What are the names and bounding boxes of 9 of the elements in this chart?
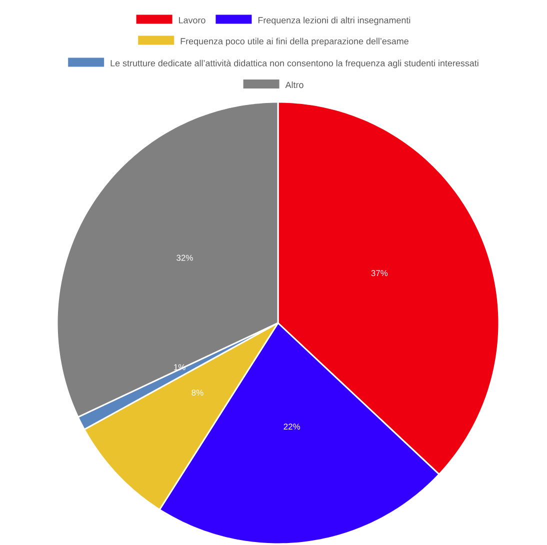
data-label: 22% (284, 424, 300, 430)
legend-label: Frequenza lezioni di altri insegnamenti (258, 16, 410, 26)
legend-label: Altro (285, 82, 304, 88)
legend-label: Le strutture dedicate all’attività didattica non consentono la frequenza agli studenti interessati (110, 60, 478, 68)
data-label: 37% (371, 270, 388, 276)
data-label: 8% (192, 390, 204, 396)
data-label: 32% (176, 254, 193, 261)
legend-label: Frequenza poco utile ai fini della preparazione dell’esame (180, 38, 408, 46)
legend-label: Lavoro (179, 17, 206, 24)
